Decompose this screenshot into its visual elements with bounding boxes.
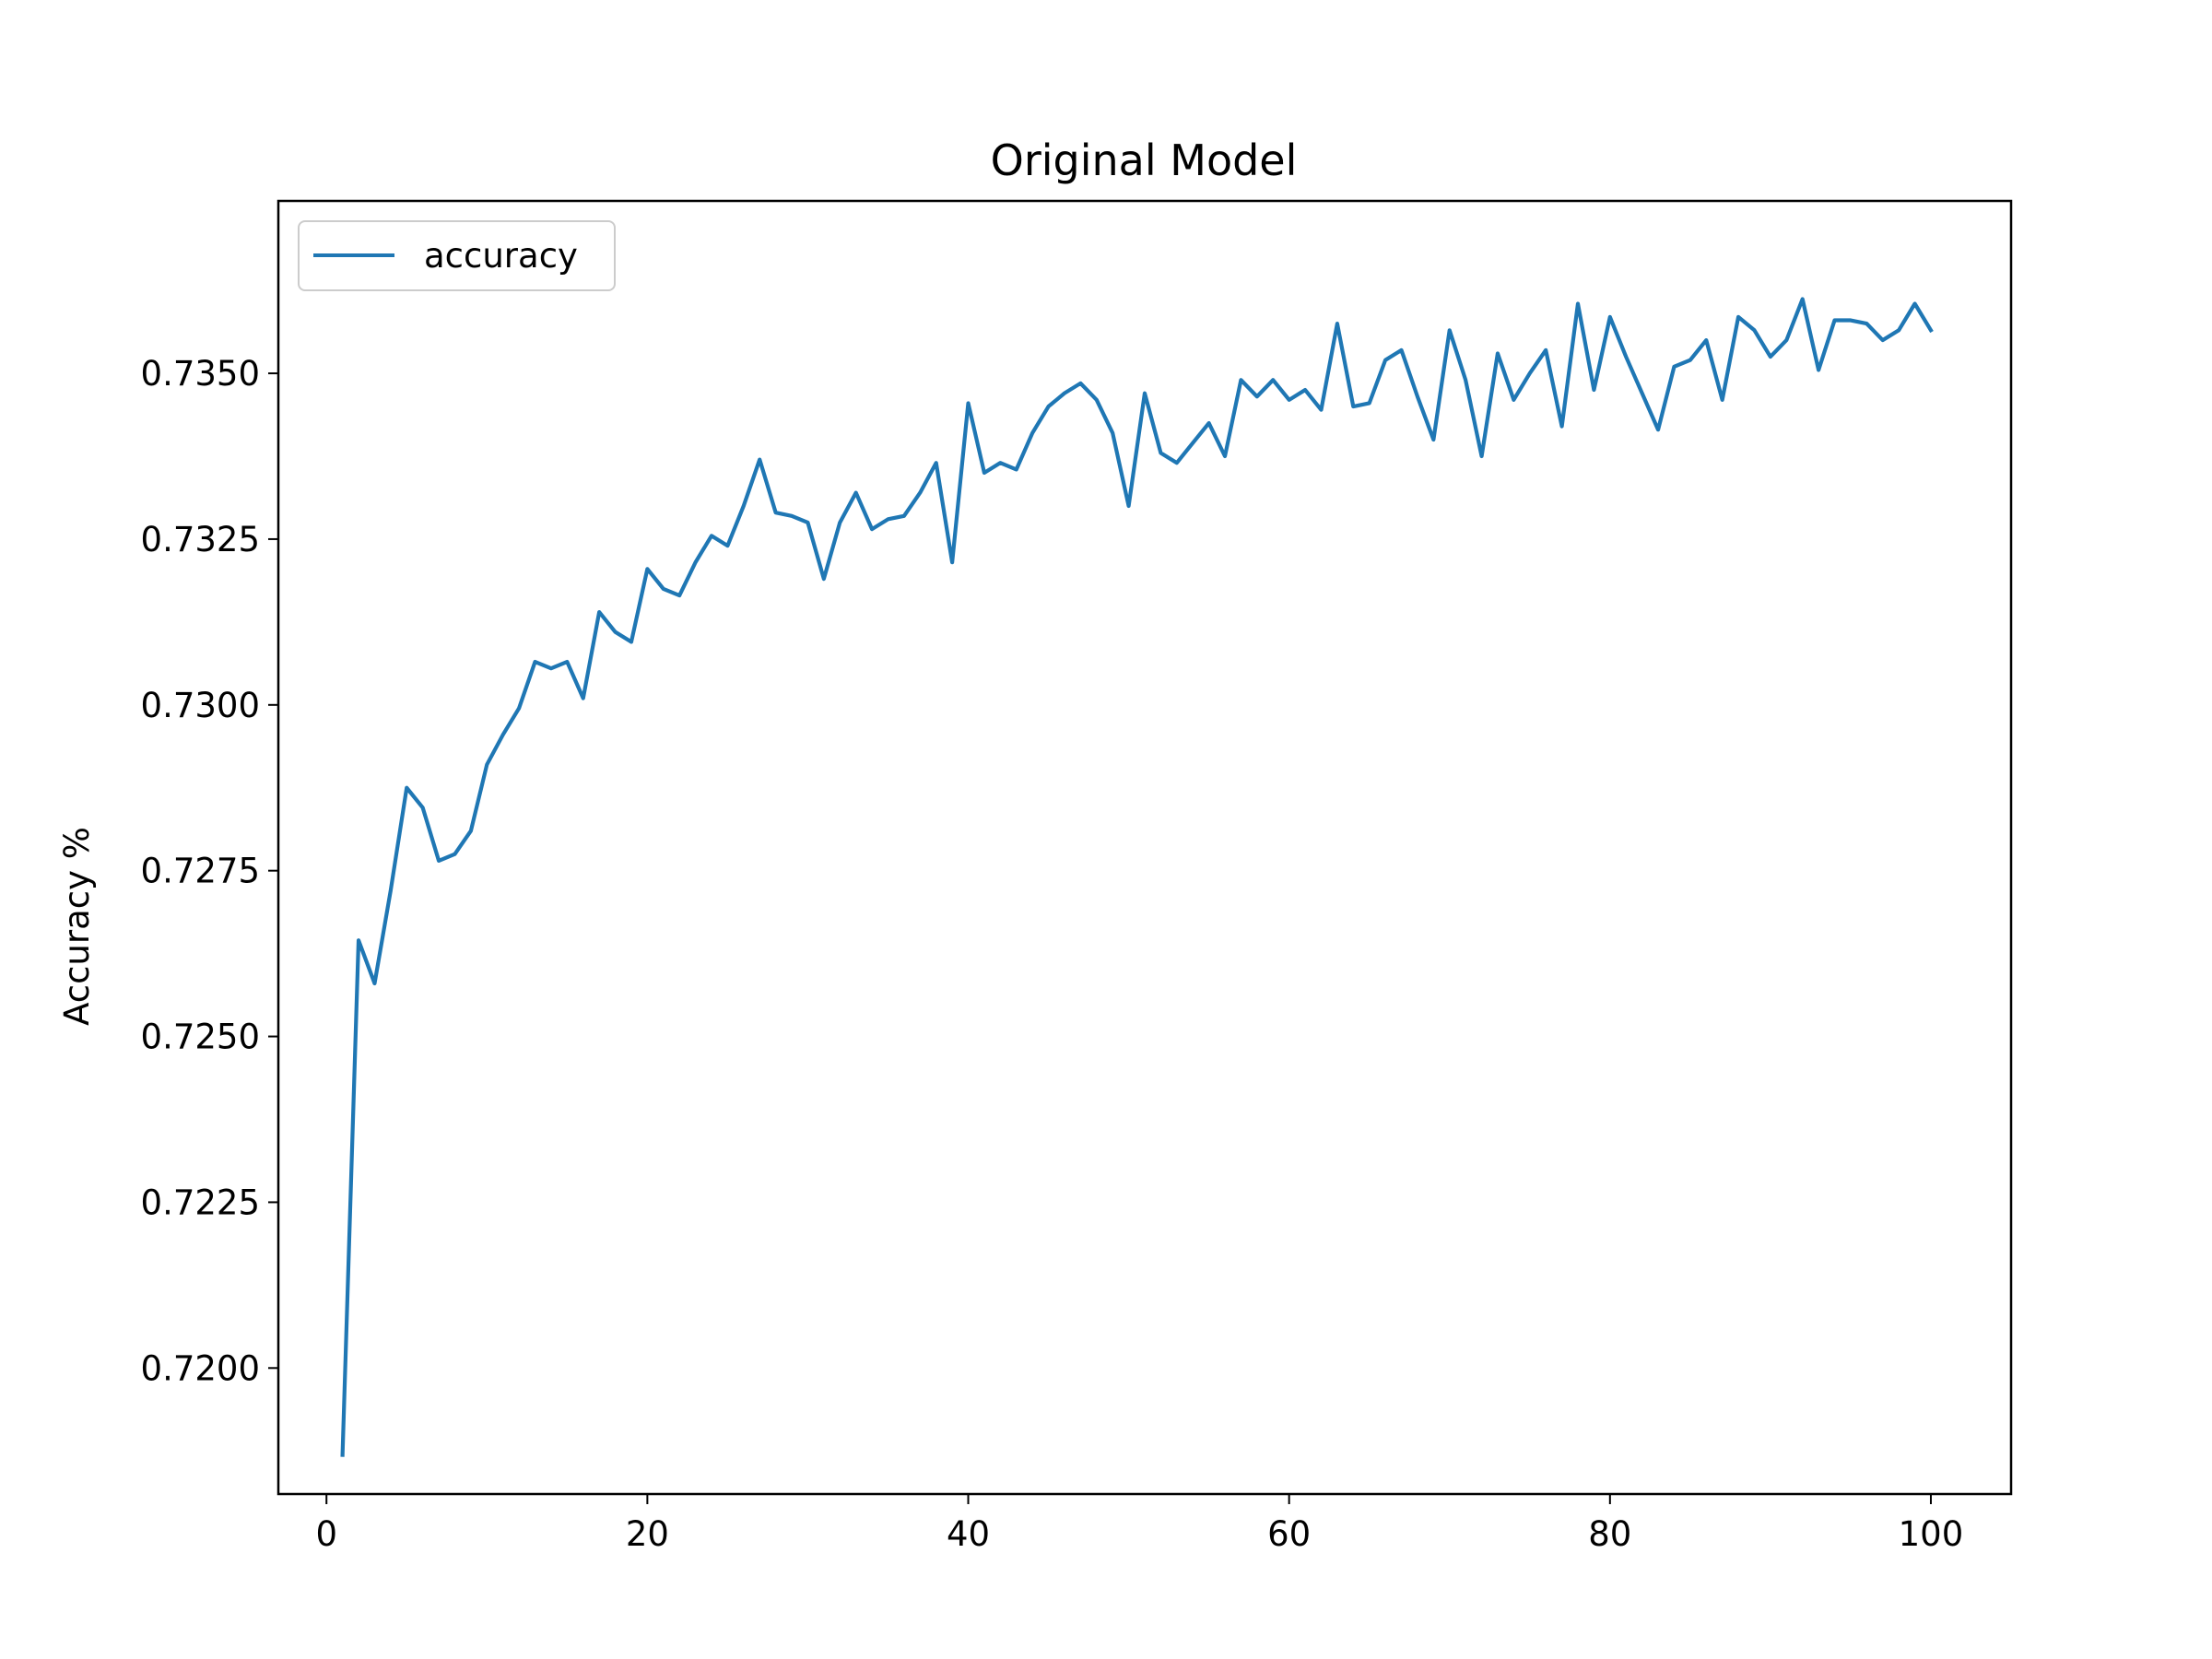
axes-frame bbox=[276, 199, 2013, 1496]
x-axis: 0 20 40 60 80 100 bbox=[315, 1494, 1963, 1554]
plot-area bbox=[340, 297, 1934, 1457]
x-tick-label: 20 bbox=[626, 1514, 669, 1554]
legend: accuracy bbox=[298, 220, 616, 291]
y-tick-label: 0.7225 bbox=[141, 1182, 260, 1222]
legend-label-accuracy: accuracy bbox=[424, 236, 578, 276]
y-tick-label: 0.7350 bbox=[141, 354, 260, 394]
x-tick-label: 100 bbox=[1899, 1514, 1964, 1554]
legend-box bbox=[298, 220, 616, 291]
x-tick-label: 80 bbox=[1588, 1514, 1631, 1554]
x-tick-label: 60 bbox=[1267, 1514, 1311, 1554]
x-tick-label: 40 bbox=[947, 1514, 990, 1554]
chart-title: Original Model bbox=[991, 135, 1298, 185]
y-axis-label: Accuracy % bbox=[57, 827, 97, 1026]
y-axis: 0.7200 0.7225 0.7250 0.7275 0.7300 0.7325 0.73… bbox=[141, 354, 278, 1388]
y-tick-label: 0.7200 bbox=[141, 1348, 260, 1388]
y-tick-label: 0.7325 bbox=[141, 520, 260, 559]
y-tick-label: 0.7300 bbox=[141, 686, 260, 725]
y-tick-label: 0.7275 bbox=[141, 852, 260, 891]
y-tick-label: 0.7250 bbox=[141, 1018, 260, 1057]
series-line-accuracy bbox=[340, 297, 1934, 1457]
x-tick-label: 0 bbox=[315, 1514, 337, 1554]
